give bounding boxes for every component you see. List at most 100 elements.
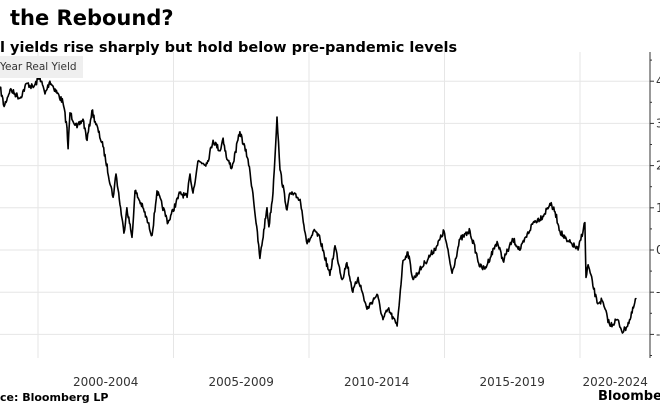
data-point — [32, 86, 34, 89]
data-point — [67, 148, 69, 150]
data-point — [532, 221, 534, 224]
data-point — [82, 118, 84, 120]
data-point — [192, 192, 194, 194]
data-point — [167, 221, 169, 224]
y-tick-label: 0 — [656, 243, 660, 257]
chart-title: the Rebound? — [10, 6, 174, 30]
data-point — [19, 97, 21, 99]
data-point — [142, 207, 144, 209]
data-point — [239, 131, 241, 133]
data-point — [459, 238, 461, 241]
data-point — [479, 266, 481, 268]
data-point — [622, 331, 624, 333]
legend-item: Year Real Yield — [0, 56, 83, 78]
data-point — [151, 234, 153, 236]
y-tick-label: 2 — [656, 159, 660, 173]
data-point — [131, 236, 133, 238]
y-tick-label: -1 — [656, 285, 660, 299]
data-point — [252, 192, 254, 194]
data-point — [26, 82, 28, 84]
y-tick-label: -2 — [656, 327, 660, 341]
x-tick-label: 2005-2009 — [209, 375, 274, 389]
data-point — [66, 127, 68, 129]
data-point — [549, 202, 551, 205]
data-point — [86, 139, 88, 141]
data-point — [102, 146, 104, 148]
data-point — [206, 162, 208, 165]
data-point — [219, 150, 221, 152]
data-point — [44, 93, 46, 95]
data-point — [289, 192, 291, 194]
data-point — [91, 110, 93, 112]
data-point — [126, 207, 128, 209]
data-point — [231, 167, 233, 169]
data-point — [502, 259, 504, 262]
data-point — [402, 259, 404, 262]
data-point — [366, 308, 368, 310]
x-axis-labels: 2000-2004 2005-2009 2010-2014 2015-2019 2020… — [73, 375, 648, 389]
data-point — [451, 272, 453, 274]
data-point — [112, 196, 114, 198]
data-point — [469, 230, 471, 232]
data-point — [259, 257, 261, 260]
data-point — [306, 243, 308, 245]
y-tick-label: 3 — [656, 116, 660, 130]
data-point — [585, 276, 587, 279]
chart-subtitle: l yields rise sharply but hold below pre… — [0, 40, 458, 56]
x-tick-label: 2010-2014 — [344, 375, 409, 389]
data-point — [329, 274, 331, 276]
data-point — [424, 262, 426, 264]
data-point — [352, 291, 354, 293]
data-point — [596, 302, 598, 304]
data-point — [512, 238, 514, 241]
data-point — [276, 116, 278, 118]
y-tick-label: 1 — [656, 201, 660, 215]
data-point — [396, 325, 398, 327]
x-tick-label: 2020-2024 — [583, 375, 648, 389]
data-point — [9, 89, 11, 91]
data-point — [484, 268, 486, 270]
data-point — [587, 264, 589, 266]
data-point — [387, 308, 389, 310]
data-point — [76, 127, 78, 129]
data-point — [629, 319, 631, 321]
data-point — [554, 211, 556, 213]
data-point — [123, 232, 125, 234]
data-point — [334, 245, 336, 247]
data-point — [197, 160, 199, 162]
data-point — [443, 230, 445, 232]
y-tick-label: 4 — [656, 74, 660, 88]
data-point — [616, 319, 618, 321]
data-point — [609, 325, 611, 327]
data-point — [496, 240, 498, 243]
data-point — [134, 190, 136, 192]
data-point — [279, 169, 281, 171]
data-point — [268, 226, 270, 228]
gridlines — [0, 52, 650, 358]
data-point — [346, 262, 348, 264]
data-point — [266, 207, 268, 209]
data-point — [69, 112, 71, 114]
data-point — [296, 196, 298, 198]
data-point — [601, 300, 603, 302]
source-note: ce: Bloomberg LP — [0, 391, 109, 404]
data-point — [407, 251, 409, 253]
data-point — [376, 293, 378, 295]
data-point — [179, 192, 181, 194]
data-point — [542, 215, 544, 217]
data-point — [357, 276, 359, 279]
series-year-real-yield — [0, 76, 637, 334]
data-point — [222, 137, 224, 139]
y-axis: 4 3 2 1 0 -1 -2 — [649, 52, 660, 358]
data-point — [286, 209, 288, 211]
data-point — [156, 190, 158, 192]
brand-logo: Bloomber — [598, 389, 660, 404]
data-point — [3, 105, 5, 108]
data-point — [382, 319, 384, 321]
data-point — [559, 230, 561, 232]
data-point — [247, 158, 249, 160]
data-point — [571, 243, 573, 245]
data-point — [577, 249, 579, 251]
data-point — [519, 249, 521, 251]
data-point — [436, 245, 438, 247]
